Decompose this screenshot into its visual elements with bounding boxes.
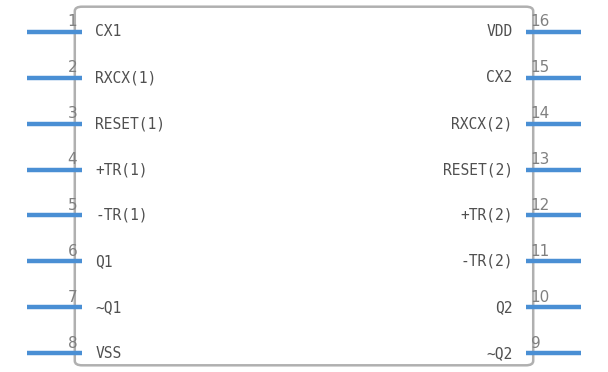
Text: RESET(2): RESET(2) [443,162,513,177]
Text: CX1: CX1 [95,24,122,39]
Text: 11: 11 [531,244,550,259]
Text: VDD: VDD [486,24,513,39]
Text: Q1: Q1 [95,254,113,269]
Text: +TR(1): +TR(1) [95,162,148,177]
Text: 1: 1 [67,15,77,29]
Text: 5: 5 [67,198,77,213]
Text: RXCX(1): RXCX(1) [95,70,157,85]
Text: VSS: VSS [95,346,122,361]
Text: 8: 8 [67,336,77,351]
Text: 3: 3 [67,106,77,121]
Text: 15: 15 [531,60,550,76]
Text: +TR(2): +TR(2) [460,208,513,223]
Text: 7: 7 [67,290,77,305]
Text: 13: 13 [531,152,550,167]
Text: RESET(1): RESET(1) [95,116,165,131]
Text: CX2: CX2 [486,70,513,85]
Text: 6: 6 [67,244,77,259]
Text: RXCX(2): RXCX(2) [451,116,513,131]
Text: 2: 2 [67,60,77,76]
Text: 12: 12 [531,198,550,213]
Text: Q2: Q2 [495,300,513,315]
Text: ~Q2: ~Q2 [486,346,513,361]
Text: 10: 10 [531,290,550,305]
Text: 16: 16 [531,15,550,29]
Text: 4: 4 [67,152,77,167]
Text: ~Q1: ~Q1 [95,300,122,315]
Text: -TR(1): -TR(1) [95,208,148,223]
Text: -TR(2): -TR(2) [460,254,513,269]
Text: 9: 9 [531,336,541,351]
FancyBboxPatch shape [75,7,533,365]
Text: 14: 14 [531,106,550,121]
